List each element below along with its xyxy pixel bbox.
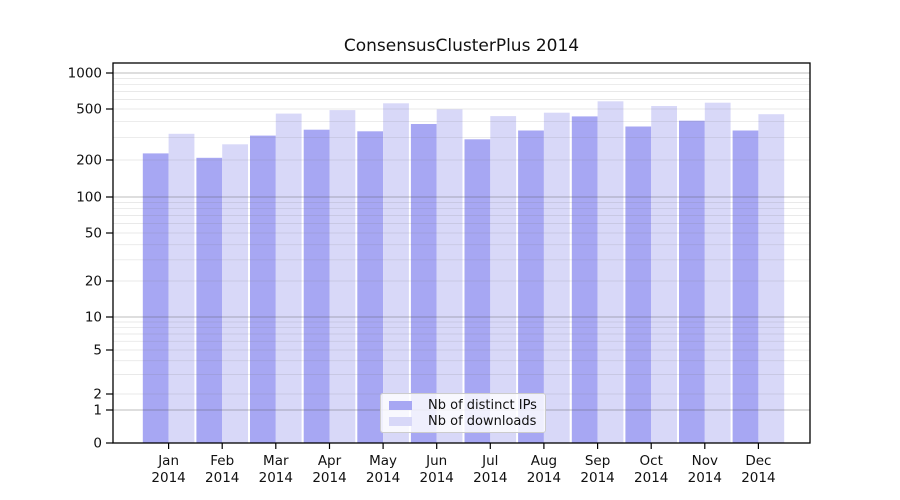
x-tick-label-may: May: [369, 453, 397, 469]
x-tick-year-oct: 2014: [634, 470, 668, 486]
x-tick-year-feb: 2014: [205, 470, 239, 486]
bar-distinct-ips-sep: [571, 116, 598, 444]
x-tick-year-dec: 2014: [741, 470, 775, 486]
legend-swatch-downloads: [389, 416, 412, 426]
y-tick-label-50: 50: [85, 226, 102, 242]
x-tick-year-jul: 2014: [473, 470, 507, 486]
y-tick-label-500: 500: [76, 102, 102, 118]
bar-downloads-sep: [597, 101, 624, 444]
x-tick-year-apr: 2014: [312, 470, 346, 486]
y-tick-label-2: 2: [93, 387, 102, 403]
bar-distinct-ips-may: [357, 131, 384, 444]
bar-distinct-ips-jul: [464, 139, 491, 444]
bar-distinct-ips-apr: [303, 129, 330, 443]
legend-row-distinct-ips: Nb of distinct IPs: [389, 397, 537, 413]
y-tick-label-0: 0: [93, 436, 102, 452]
x-tick-label-apr: Apr: [318, 453, 342, 469]
x-tick-year-sep: 2014: [580, 470, 614, 486]
y-tick-label-1000: 1000: [68, 66, 102, 82]
legend-row-downloads: Nb of downloads: [389, 413, 537, 429]
x-tick-year-jun: 2014: [420, 470, 454, 486]
bar-downloads-aug: [543, 112, 570, 443]
y-tick-label-20: 20: [85, 274, 102, 290]
x-tick-year-may: 2014: [366, 470, 400, 486]
bar-distinct-ips-jan: [142, 153, 169, 443]
x-tick-label-sep: Sep: [585, 453, 610, 469]
bar-distinct-ips-jun: [410, 124, 437, 443]
y-tick-label-200: 200: [76, 153, 102, 169]
bar-downloads-jan: [168, 133, 195, 444]
plot-frame: [112, 62, 811, 444]
bar-downloads-oct: [651, 106, 677, 443]
bar-downloads-jun: [436, 109, 463, 444]
legend-label-distinct-ips: Nb of distinct IPs: [428, 397, 537, 413]
bar-distinct-ips-dec: [732, 130, 759, 443]
x-tick-label-jul: Jul: [481, 453, 498, 469]
y-tick-label-5: 5: [93, 343, 102, 359]
chart-title: ConsensusClusterPlus 2014: [343, 36, 580, 56]
x-tick-label-jan: Jan: [157, 453, 179, 469]
bar-downloads-nov: [704, 102, 731, 443]
bar-downloads-may: [383, 103, 409, 444]
legend-swatch-distinct-ips: [389, 400, 412, 410]
x-tick-label-mar: Mar: [263, 453, 289, 469]
y-tick-label-100: 100: [76, 190, 102, 206]
y-tick-label-1: 1: [93, 403, 102, 419]
bar-downloads-dec: [758, 114, 785, 443]
x-tick-label-oct: Oct: [640, 453, 663, 469]
x-tick-year-jan: 2014: [151, 470, 185, 486]
bar-distinct-ips-feb: [196, 157, 223, 444]
bar-distinct-ips-nov: [679, 120, 705, 443]
x-tick-label-aug: Aug: [531, 453, 557, 469]
legend-label-downloads: Nb of downloads: [428, 413, 537, 429]
x-tick-year-nov: 2014: [688, 470, 722, 486]
y-tick-label-10: 10: [85, 310, 102, 326]
bar-downloads-jul: [490, 116, 517, 443]
bar-downloads-apr: [329, 110, 356, 443]
x-tick-label-dec: Dec: [745, 453, 771, 469]
x-tick-label-jun: Jun: [425, 453, 447, 469]
x-tick-year-mar: 2014: [259, 470, 293, 486]
bar-distinct-ips-mar: [250, 135, 276, 443]
bar-downloads-mar: [275, 113, 302, 443]
x-tick-year-aug: 2014: [527, 470, 561, 486]
legend: Nb of distinct IPs Nb of downloads: [380, 393, 546, 433]
bar-distinct-ips-oct: [625, 126, 652, 443]
bar-distinct-ips-aug: [518, 130, 544, 443]
x-tick-label-nov: Nov: [692, 453, 718, 469]
x-tick-label-feb: Feb: [210, 453, 234, 469]
bar-downloads-feb: [222, 144, 248, 444]
